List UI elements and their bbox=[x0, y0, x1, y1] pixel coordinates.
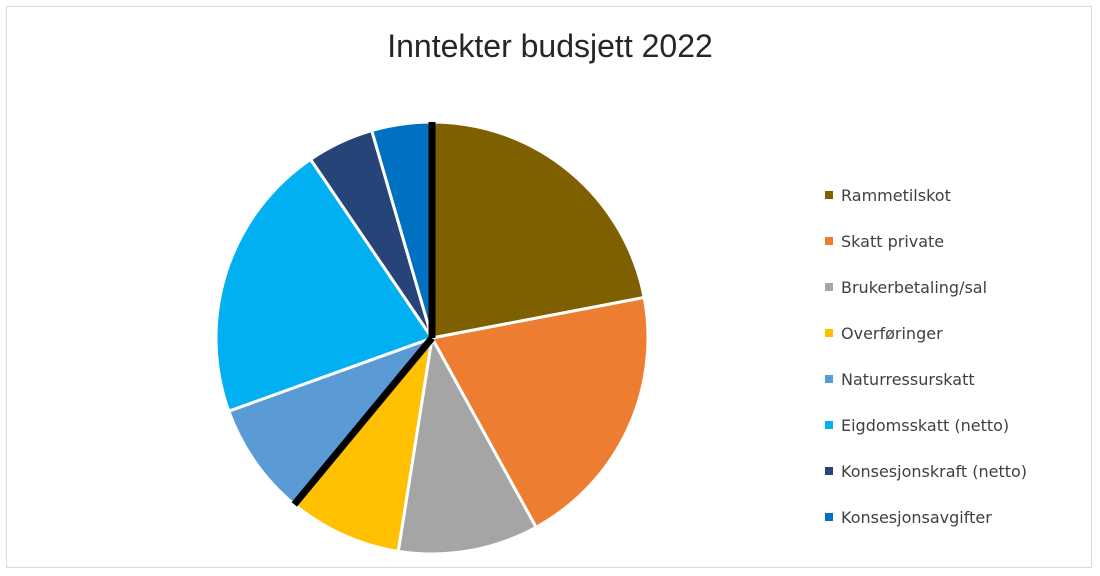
pie-slice-4 bbox=[292, 336, 434, 553]
legend-label: Eigdomsskatt (netto) bbox=[841, 415, 1010, 435]
legend-swatch bbox=[825, 329, 833, 337]
pie-slice-3 bbox=[396, 336, 538, 556]
legend-swatch bbox=[825, 467, 833, 475]
legend-label: Naturressurskatt bbox=[841, 369, 975, 389]
legend-swatch bbox=[825, 283, 833, 291]
legend-entry: Skatt private bbox=[825, 226, 1027, 256]
highlight-line-2 bbox=[291, 335, 435, 507]
legend-swatch bbox=[825, 513, 833, 521]
legend-entry: Overføringer bbox=[825, 318, 1027, 348]
pie-slice-6 bbox=[214, 157, 434, 413]
legend-entry: Rammetilskot bbox=[825, 180, 1027, 210]
legend-label: Brukerbetaling/sal bbox=[841, 277, 988, 297]
legend-entry: Naturressurskatt bbox=[825, 364, 1027, 394]
legend: Rammetilskot Skatt private Brukerbetaling/… bbox=[825, 180, 1027, 548]
legend-entry: Brukerbetaling/sal bbox=[825, 272, 1027, 302]
chart-title: Inntekter budsjett 2022 bbox=[387, 28, 713, 64]
legend-entry: Konsesjonskraft (netto) bbox=[825, 456, 1027, 486]
pie-slice-2 bbox=[430, 296, 650, 529]
legend-swatch bbox=[825, 421, 833, 429]
legend-label: Konsesjonskraft (netto) bbox=[841, 461, 1028, 481]
legend-label: Skatt private bbox=[841, 231, 945, 251]
pie-slice-1 bbox=[430, 120, 646, 340]
legend-swatch bbox=[825, 375, 833, 383]
legend-label: Overføringer bbox=[841, 323, 943, 343]
legend-swatch bbox=[825, 191, 833, 199]
legend-swatch bbox=[825, 237, 833, 245]
pie-slice-5 bbox=[227, 336, 434, 506]
legend-entry: Konsesjonsavgifter bbox=[825, 502, 1027, 532]
legend-label: Konsesjonsavgifter bbox=[841, 507, 992, 527]
legend-label: Rammetilskot bbox=[841, 185, 951, 205]
legend-entry: Eigdomsskatt (netto) bbox=[825, 410, 1027, 440]
